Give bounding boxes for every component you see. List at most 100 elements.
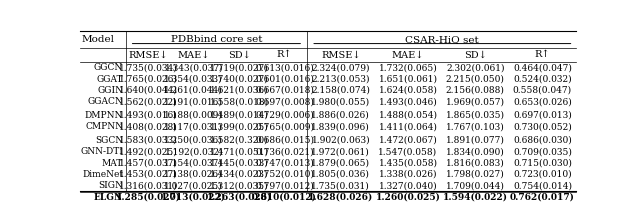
Text: 1.408(0.028): 1.408(0.028) bbox=[119, 122, 178, 131]
Text: 1.493(0.046): 1.493(0.046) bbox=[379, 97, 437, 106]
Text: 1.839(0.096): 1.839(0.096) bbox=[312, 122, 370, 131]
Text: MAT: MAT bbox=[102, 159, 123, 168]
Text: 1.154(0.037): 1.154(0.037) bbox=[164, 159, 223, 168]
Text: 1.188(0.009): 1.188(0.009) bbox=[164, 111, 223, 120]
Text: 1.316(0.031): 1.316(0.031) bbox=[119, 181, 178, 190]
Text: 1.191(0.016): 1.191(0.016) bbox=[164, 97, 223, 106]
Text: 1.547(0.058): 1.547(0.058) bbox=[378, 147, 438, 156]
Text: 0.558(0.047): 0.558(0.047) bbox=[513, 86, 572, 95]
Text: 1.445(0.033): 1.445(0.033) bbox=[210, 159, 268, 168]
Text: 1.411(0.064): 1.411(0.064) bbox=[378, 122, 437, 131]
Text: 1.972(0.061): 1.972(0.061) bbox=[312, 147, 370, 156]
Text: 0.765(0.009): 0.765(0.009) bbox=[255, 122, 314, 131]
Text: 1.740(0.027): 1.740(0.027) bbox=[210, 75, 268, 84]
Text: SIGN: SIGN bbox=[99, 181, 123, 190]
Text: 2.324(0.079): 2.324(0.079) bbox=[312, 63, 370, 72]
Text: 0.709(0.035): 0.709(0.035) bbox=[513, 147, 572, 156]
Text: 0.754(0.014): 0.754(0.014) bbox=[513, 181, 572, 190]
Text: 2.213(0.053): 2.213(0.053) bbox=[312, 75, 370, 84]
Text: MAE↓: MAE↓ bbox=[392, 50, 424, 59]
Text: 0.752(0.010): 0.752(0.010) bbox=[255, 170, 314, 179]
Text: 1.488(0.054): 1.488(0.054) bbox=[378, 111, 438, 120]
Text: 0.797(0.012): 0.797(0.012) bbox=[255, 181, 314, 190]
Text: 1.027(0.025): 1.027(0.025) bbox=[164, 181, 223, 190]
Text: 0.601(0.016): 0.601(0.016) bbox=[255, 75, 314, 84]
Text: 1.263(0.026): 1.263(0.026) bbox=[207, 193, 272, 202]
Text: RMSE↓: RMSE↓ bbox=[321, 50, 360, 59]
Text: 2.158(0.074): 2.158(0.074) bbox=[311, 86, 370, 95]
Text: 1.285(0.027): 1.285(0.027) bbox=[116, 193, 181, 202]
Text: 0.762(0.017): 0.762(0.017) bbox=[510, 193, 575, 202]
Text: 1.594(0.022): 1.594(0.022) bbox=[443, 193, 508, 202]
Text: 0.686(0.030): 0.686(0.030) bbox=[513, 136, 572, 145]
Text: 1.798(0.027): 1.798(0.027) bbox=[446, 170, 504, 179]
Text: 1.013(0.022): 1.013(0.022) bbox=[161, 193, 226, 202]
Text: GGAT: GGAT bbox=[97, 75, 123, 84]
Text: 1.879(0.065): 1.879(0.065) bbox=[311, 159, 371, 168]
Text: 0.810(0.012): 0.810(0.012) bbox=[252, 193, 317, 202]
Text: RMSE↓: RMSE↓ bbox=[129, 50, 168, 59]
Text: 1.735(0.031): 1.735(0.031) bbox=[312, 181, 370, 190]
Text: GNN-DTI: GNN-DTI bbox=[80, 147, 123, 156]
Text: 1.621(0.036): 1.621(0.036) bbox=[210, 86, 268, 95]
Text: PDBbind core set: PDBbind core set bbox=[171, 35, 262, 44]
Text: CMPNN: CMPNN bbox=[85, 122, 123, 131]
Text: 1.719(0.027): 1.719(0.027) bbox=[210, 63, 268, 72]
Text: 0.730(0.052): 0.730(0.052) bbox=[513, 122, 572, 131]
Text: 1.767(0.103): 1.767(0.103) bbox=[446, 122, 504, 131]
Text: 0.736(0.021): 0.736(0.021) bbox=[255, 147, 314, 156]
Text: 2.156(0.088): 2.156(0.088) bbox=[445, 86, 504, 95]
Text: 1.562(0.022): 1.562(0.022) bbox=[119, 97, 178, 106]
Text: 1.628(0.026): 1.628(0.026) bbox=[308, 193, 373, 202]
Text: 0.524(0.032): 0.524(0.032) bbox=[513, 75, 572, 84]
Text: 0.697(0.008): 0.697(0.008) bbox=[255, 97, 314, 106]
Text: R↑: R↑ bbox=[276, 50, 292, 59]
Text: 1.583(0.033): 1.583(0.033) bbox=[119, 136, 178, 145]
Text: SD↓: SD↓ bbox=[228, 50, 250, 59]
Text: 1.865(0.035): 1.865(0.035) bbox=[445, 111, 505, 120]
Text: 1.260(0.025): 1.260(0.025) bbox=[376, 193, 440, 202]
Text: GGACN: GGACN bbox=[88, 97, 123, 106]
Text: 0.686(0.015): 0.686(0.015) bbox=[255, 136, 314, 145]
Text: 1.891(0.077): 1.891(0.077) bbox=[445, 136, 504, 145]
Text: 1.558(0.018): 1.558(0.018) bbox=[209, 97, 269, 106]
Text: GGCN: GGCN bbox=[94, 63, 123, 72]
Text: 1.250(0.036): 1.250(0.036) bbox=[164, 136, 223, 145]
Text: 1.471(0.051): 1.471(0.051) bbox=[209, 147, 269, 156]
Text: GGIN: GGIN bbox=[97, 86, 123, 95]
Text: 1.489(0.014): 1.489(0.014) bbox=[210, 111, 269, 120]
Text: 1.709(0.044): 1.709(0.044) bbox=[445, 181, 504, 190]
Text: 0.729(0.006): 0.729(0.006) bbox=[255, 111, 314, 120]
Text: 0.697(0.013): 0.697(0.013) bbox=[513, 111, 572, 120]
Text: 2.302(0.061): 2.302(0.061) bbox=[446, 63, 504, 72]
Text: DimeNet: DimeNet bbox=[82, 170, 123, 179]
Text: 1.624(0.058): 1.624(0.058) bbox=[378, 86, 437, 95]
Text: 0.723(0.010): 0.723(0.010) bbox=[513, 170, 572, 179]
Text: 0.747(0.013): 0.747(0.013) bbox=[255, 159, 314, 168]
Text: 1.640(0.044): 1.640(0.044) bbox=[119, 86, 178, 95]
Text: 1.472(0.067): 1.472(0.067) bbox=[379, 136, 437, 145]
Text: 1.493(0.016): 1.493(0.016) bbox=[119, 111, 178, 120]
Text: 1.399(0.025): 1.399(0.025) bbox=[210, 122, 268, 131]
Text: MAE↓: MAE↓ bbox=[177, 50, 210, 59]
Text: 2.215(0.050): 2.215(0.050) bbox=[445, 75, 504, 84]
Text: 0.715(0.030): 0.715(0.030) bbox=[513, 159, 572, 168]
Text: 1.735(0.034): 1.735(0.034) bbox=[119, 63, 178, 72]
Text: 1.457(0.037): 1.457(0.037) bbox=[119, 159, 178, 168]
Text: 1.338(0.026): 1.338(0.026) bbox=[379, 170, 437, 179]
Text: 1.765(0.026): 1.765(0.026) bbox=[119, 75, 178, 84]
Text: 1.435(0.058): 1.435(0.058) bbox=[378, 159, 438, 168]
Text: 1.261(0.044): 1.261(0.044) bbox=[164, 86, 223, 95]
Text: 1.582(0.320): 1.582(0.320) bbox=[210, 136, 268, 145]
Text: 1.192(0.032): 1.192(0.032) bbox=[164, 147, 223, 156]
Text: DMPNN: DMPNN bbox=[84, 111, 123, 120]
Text: 1.492(0.025): 1.492(0.025) bbox=[119, 147, 178, 156]
Text: 0.653(0.026): 0.653(0.026) bbox=[513, 97, 572, 106]
Text: CSAR-HiQ set: CSAR-HiQ set bbox=[404, 35, 479, 44]
Text: 1.732(0.065): 1.732(0.065) bbox=[379, 63, 437, 72]
Text: 1.138(0.026): 1.138(0.026) bbox=[164, 170, 223, 179]
Text: 1.902(0.063): 1.902(0.063) bbox=[312, 136, 370, 145]
Text: 0.464(0.047): 0.464(0.047) bbox=[513, 63, 572, 72]
Text: 1.117(0.031): 1.117(0.031) bbox=[164, 122, 223, 131]
Text: SGCN: SGCN bbox=[95, 136, 123, 145]
